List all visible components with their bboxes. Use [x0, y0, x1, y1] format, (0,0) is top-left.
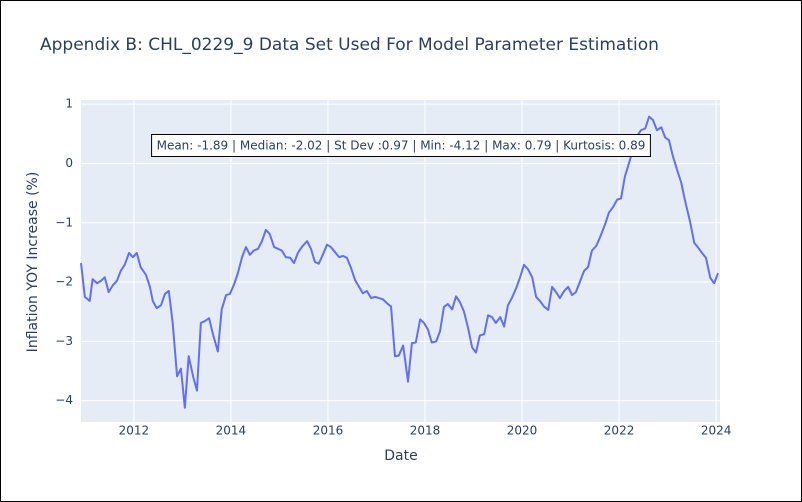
x-tick-label: 2020: [507, 424, 538, 438]
annotation-box: [151, 134, 651, 157]
x-tick-label: 2012: [119, 424, 150, 438]
chart-title: Appendix B: CHL_0229_9 Data Set Used For…: [40, 35, 659, 55]
x-tick-label: 2022: [604, 424, 635, 438]
y-tick-label: 0: [65, 156, 73, 170]
y-tick-label: −4: [55, 393, 73, 407]
x-tick-label: 2014: [216, 424, 247, 438]
y-tick-label: −2: [55, 275, 73, 289]
data-line: [80, 115, 719, 409]
y-axis-title: Inflation YOY Increase (%): [25, 172, 41, 353]
y-tick-label: 1: [65, 97, 73, 111]
annotation: Mean: -1.89 | Median: -2.02 | St Dev :0.…: [157, 139, 646, 153]
x-tick-label: 2024: [701, 424, 732, 438]
x-tick-label: 2018: [410, 424, 441, 438]
x-tick-label: 2016: [313, 424, 344, 438]
y-tick-label: −1: [55, 215, 73, 229]
y-tick-label: −3: [55, 334, 73, 348]
x-axis-title: Date: [384, 448, 417, 464]
